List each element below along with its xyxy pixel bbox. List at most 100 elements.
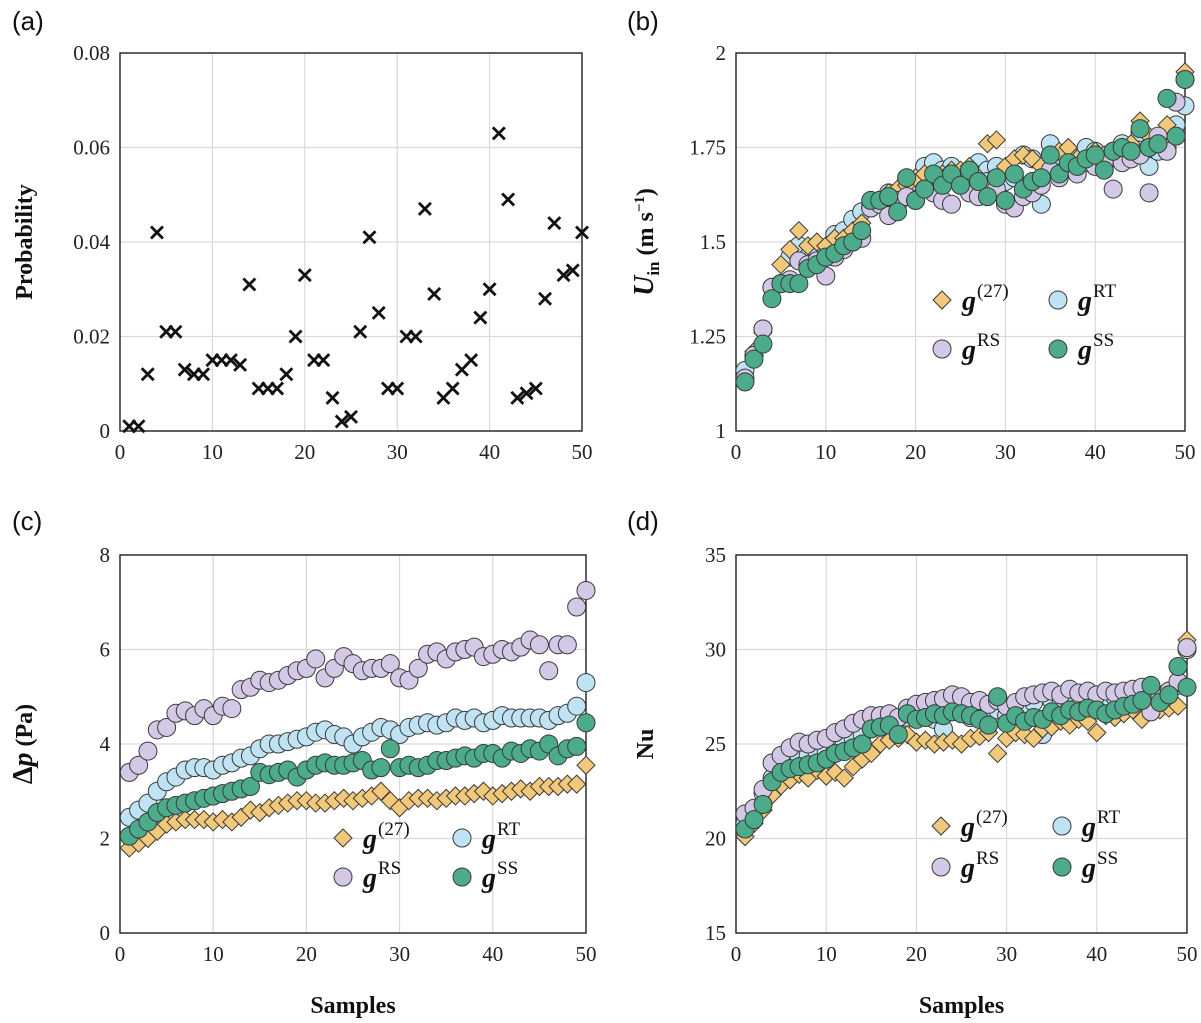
data-point [149, 225, 164, 240]
legend-symbol: g [1081, 812, 1096, 843]
y-axis-title: Probability [12, 184, 38, 300]
legend-item: g(27) [333, 819, 410, 855]
data-point [445, 381, 460, 396]
x-tick-label: 20 [296, 942, 317, 966]
legend-superscript: (27) [378, 819, 410, 840]
data-point [951, 175, 970, 195]
data-point [753, 334, 773, 354]
series-(27) [119, 755, 596, 858]
data-point [380, 739, 400, 759]
legend-marker [452, 867, 472, 887]
data-point [501, 192, 516, 207]
data-point [1157, 88, 1177, 108]
legend-symbol: g [481, 824, 496, 855]
data-point [576, 673, 596, 693]
data-point [539, 661, 559, 681]
legend-item: gRS [931, 848, 999, 884]
x-axis-title: Samples [919, 993, 1004, 1019]
series-RS [119, 580, 596, 782]
data-point [888, 725, 908, 745]
x-tick-label: 30 [389, 942, 410, 966]
legend-marker [452, 828, 472, 848]
y-tick-label: 30 [705, 638, 726, 662]
data-point [528, 381, 543, 396]
legend-symbol: g [362, 863, 377, 894]
data-point [1087, 722, 1107, 743]
legend-marker [932, 339, 952, 359]
data-point [547, 216, 562, 231]
data-point [353, 324, 368, 339]
x-tick-label: 20 [905, 440, 926, 464]
legend-item: gRT [1048, 281, 1117, 317]
data-point [240, 777, 260, 797]
x-tick-label: 0 [731, 942, 742, 966]
data-point [1168, 657, 1188, 677]
legend-superscript: RS [976, 848, 999, 869]
data-point [325, 390, 340, 405]
legend-label: gRS [960, 848, 999, 884]
series-RT [119, 673, 596, 827]
y-axis-title: Nu [633, 729, 659, 760]
y-tick-label: 0.04 [73, 230, 110, 254]
data-point [1130, 119, 1150, 139]
data-point [556, 268, 571, 283]
data-point [576, 755, 596, 775]
data-point [986, 168, 1006, 188]
x-tick-label: 10 [202, 440, 223, 464]
y-tick-label: 15 [705, 921, 726, 945]
x-tick-label: 0 [731, 440, 742, 464]
data-point [168, 324, 183, 339]
data-point [510, 390, 525, 405]
x-tick-label: 40 [1085, 440, 1106, 464]
data-point [297, 268, 312, 283]
legend-superscript: RT [1093, 281, 1117, 302]
data-point [491, 126, 506, 141]
y-title-symbol: U [629, 274, 660, 296]
panel-label: (c) [12, 506, 42, 536]
data-point [306, 649, 326, 669]
legend-label: gRT [1077, 281, 1117, 317]
legend-symbol: g [961, 335, 976, 366]
y-tick-label: 0.06 [73, 136, 110, 160]
x-tick-label: 50 [572, 440, 593, 464]
y-tick-label: 0.08 [73, 41, 110, 65]
data-point [1031, 168, 1051, 188]
series-RS [735, 638, 1197, 824]
data-point [762, 289, 782, 309]
data-point [408, 658, 428, 678]
legend-symbol: g [1077, 286, 1092, 317]
y-tick-label: 0 [100, 921, 111, 945]
panel-label: (a) [12, 6, 44, 36]
data-point [576, 713, 596, 733]
x-tick-label: 40 [482, 942, 503, 966]
legend-label: g(27) [960, 807, 1008, 843]
data-point [852, 221, 872, 241]
y-tick-label: 1 [716, 419, 727, 443]
data-point [1166, 126, 1186, 146]
data-point [897, 168, 917, 188]
data-point [380, 654, 400, 674]
data-point [371, 781, 391, 801]
data-point [242, 277, 257, 292]
y-tick-label: 2 [100, 827, 111, 851]
legend-label: gRT [1081, 807, 1121, 843]
x-tick-label: 30 [387, 440, 408, 464]
y-tick-label: 1.75 [689, 136, 726, 160]
legend-item: gRT [452, 819, 521, 855]
data-point [753, 794, 773, 814]
y-tick-label: 2 [716, 41, 727, 65]
data-point [968, 172, 988, 192]
x-tick-label: 50 [576, 942, 597, 966]
legend-label: g(27) [961, 281, 1009, 317]
data-point [223, 353, 238, 368]
series-SS [735, 69, 1195, 392]
data-point [888, 202, 908, 222]
legend-item: gRT [1052, 807, 1121, 843]
data-point [988, 687, 1008, 707]
legend-symbol: g [961, 286, 976, 317]
y-tick-label: 1.25 [689, 325, 726, 349]
data-point [408, 329, 423, 344]
